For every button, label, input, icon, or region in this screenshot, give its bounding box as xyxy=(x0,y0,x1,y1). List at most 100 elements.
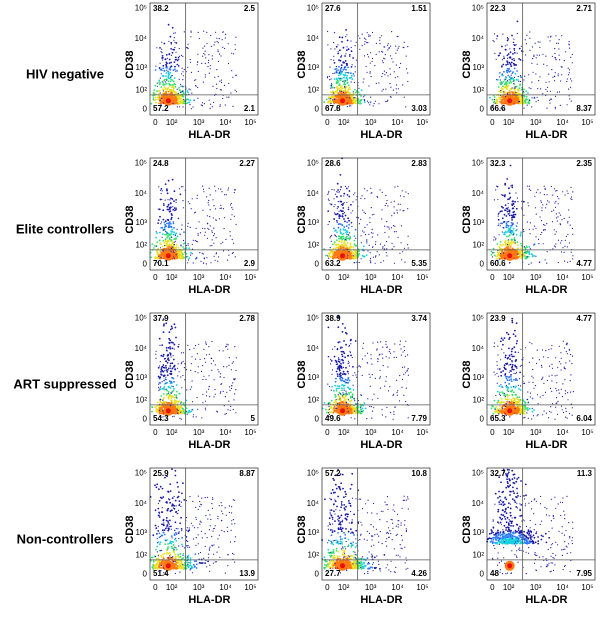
event-dot xyxy=(554,229,555,230)
event-dot xyxy=(387,45,388,46)
event-dot xyxy=(330,247,331,248)
event-dot xyxy=(160,199,162,201)
event-dot xyxy=(510,197,511,198)
event-dot xyxy=(165,200,166,201)
y-tick-label: 0 xyxy=(143,105,148,114)
event-dot xyxy=(564,60,565,61)
event-dot xyxy=(519,48,521,50)
event-dot xyxy=(170,368,171,369)
event-dot xyxy=(547,200,548,201)
event-dot xyxy=(491,251,493,253)
event-dot xyxy=(183,93,185,95)
event-dot xyxy=(155,99,157,101)
event-dot xyxy=(554,245,555,246)
event-dot xyxy=(509,212,510,213)
event-dot xyxy=(364,55,365,56)
event-dot xyxy=(513,241,515,243)
event-dot xyxy=(501,101,503,103)
event-dot xyxy=(362,195,363,196)
event-dot xyxy=(340,186,342,188)
event-dot xyxy=(161,51,162,52)
event-dot xyxy=(337,80,339,82)
event-dot xyxy=(214,186,215,187)
event-dot xyxy=(383,62,384,63)
event-dot xyxy=(372,214,373,215)
event-dot xyxy=(188,247,190,249)
event-dot xyxy=(368,102,369,103)
event-dot xyxy=(165,58,167,60)
event-dot xyxy=(516,79,518,81)
event-dot xyxy=(205,232,206,233)
event-dot xyxy=(399,253,400,254)
event-dot xyxy=(367,224,368,225)
event-dot xyxy=(551,186,552,187)
event-dot xyxy=(343,226,345,228)
event-dot xyxy=(519,87,521,89)
event-dot xyxy=(170,66,171,67)
event-dot xyxy=(230,204,231,205)
event-dot xyxy=(510,185,511,186)
event-dot xyxy=(559,59,560,60)
event-dot xyxy=(171,217,173,219)
event-dot xyxy=(355,251,357,253)
event-dot xyxy=(155,97,157,99)
event-dot xyxy=(352,57,354,59)
event-dot xyxy=(513,228,515,230)
event-dot xyxy=(197,233,198,234)
event-dot xyxy=(514,50,515,51)
event-dot xyxy=(171,385,173,387)
event-dot xyxy=(190,36,191,37)
event-dot xyxy=(507,221,509,223)
event-dot xyxy=(513,203,514,204)
event-dot xyxy=(203,376,204,377)
event-dot xyxy=(166,393,168,395)
y-tick-label: 10² xyxy=(135,85,147,94)
event-dot xyxy=(164,375,166,377)
event-dot xyxy=(529,229,530,230)
event-dot xyxy=(233,252,234,253)
event-dot xyxy=(202,402,203,403)
event-dot xyxy=(193,240,194,241)
event-dot xyxy=(202,102,203,103)
event-dot xyxy=(493,239,494,240)
y-tick-label: 0 xyxy=(315,260,320,269)
event-dot xyxy=(348,84,350,86)
event-dot xyxy=(508,225,510,227)
event-dot xyxy=(203,189,204,190)
event-dot xyxy=(166,83,168,85)
event-dot xyxy=(180,245,181,246)
event-dot xyxy=(182,91,183,92)
event-dot xyxy=(332,251,334,253)
event-dot xyxy=(222,98,223,99)
event-dot xyxy=(519,83,521,85)
event-dot xyxy=(507,44,508,45)
event-dot xyxy=(167,190,168,191)
event-dot xyxy=(164,79,166,81)
event-dot xyxy=(383,89,384,90)
event-dot xyxy=(383,260,384,261)
event-dot xyxy=(340,246,342,248)
event-dot xyxy=(195,345,196,346)
event-dot xyxy=(170,387,172,389)
event-dot xyxy=(175,327,177,329)
event-dot xyxy=(407,72,408,73)
event-dot xyxy=(218,51,219,52)
event-dot xyxy=(340,223,342,225)
event-dot xyxy=(372,229,373,230)
event-dot xyxy=(155,237,157,239)
event-dot xyxy=(504,83,506,85)
event-dot xyxy=(505,232,507,234)
event-dot xyxy=(496,243,498,245)
quadrant-value: 67.8 xyxy=(325,104,341,113)
event-dot xyxy=(176,42,178,44)
event-dot xyxy=(235,189,236,190)
event-dot xyxy=(515,92,516,93)
event-dot xyxy=(508,68,510,70)
event-dot xyxy=(550,36,551,37)
event-dot xyxy=(545,82,546,83)
event-dot xyxy=(393,246,394,247)
event-dot xyxy=(351,66,353,68)
event-dot xyxy=(196,228,197,229)
event-dot xyxy=(493,40,494,41)
event-dot xyxy=(507,208,509,210)
